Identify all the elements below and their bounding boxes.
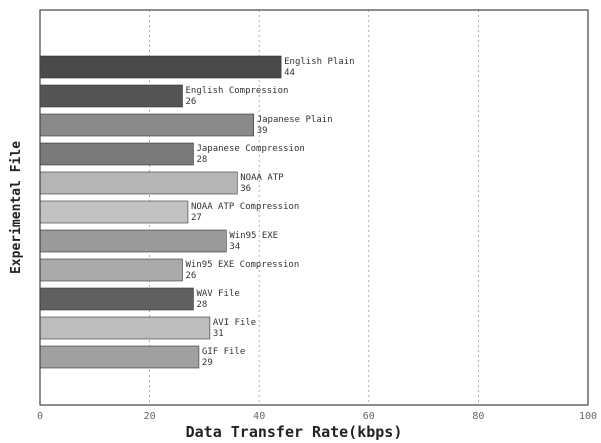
bar-value-label: 29 [202,358,213,368]
bar-value-label: 26 [185,97,196,107]
bar [39,84,183,108]
bar-value-label: 31 [213,329,224,339]
x-tick-labels: 0 20 40 60 80 100 [37,411,597,422]
bar [39,200,189,224]
bar [39,142,194,166]
bar-value-label: 36 [240,184,251,194]
bar [39,229,227,253]
bars [39,55,282,369]
bar-category-label: GIF File [202,347,245,357]
bar-value-label: 44 [284,68,295,78]
bar [39,258,183,282]
bar-value-label: 27 [191,213,202,223]
bar-category-label: NOAA ATP [240,173,284,183]
bar-category-label: Japanese Compression [196,144,304,154]
bar [39,55,282,79]
x-tick-label: 0 [37,411,43,422]
bar-category-label: AVI File [213,318,256,328]
bar [39,113,255,137]
bar-category-label: English Compression [185,86,288,96]
bar-value-label: 39 [257,126,268,136]
x-tick-label: 60 [363,411,375,422]
x-axis-label: Data Transfer Rate(kbps) [186,423,403,441]
plot-frame [39,9,589,406]
bar [39,316,211,340]
bar-value-label: 28 [196,155,207,165]
bar-category-label: WAV File [196,289,239,299]
bar-value-label: 26 [185,271,196,281]
x-tick-label: 20 [144,411,156,422]
bar [39,287,194,311]
x-tick-label: 80 [472,411,484,422]
x-tick-label: 100 [579,411,597,422]
bar-category-label: Japanese Plain [257,115,333,125]
bar-value-label: 28 [196,300,207,310]
bar-category-label: Win95 EXE Compression [185,260,299,270]
bar [39,171,238,195]
bar-category-label: English Plain [284,57,354,67]
x-tick-label: 40 [253,411,265,422]
y-axis-label: Experimental File [9,141,24,274]
bar-category-label: Win95 EXE [229,231,278,241]
bar-value-label: 34 [229,242,240,252]
bar-category-label: NOAA ATP Compression [191,202,299,212]
bar [39,345,200,369]
